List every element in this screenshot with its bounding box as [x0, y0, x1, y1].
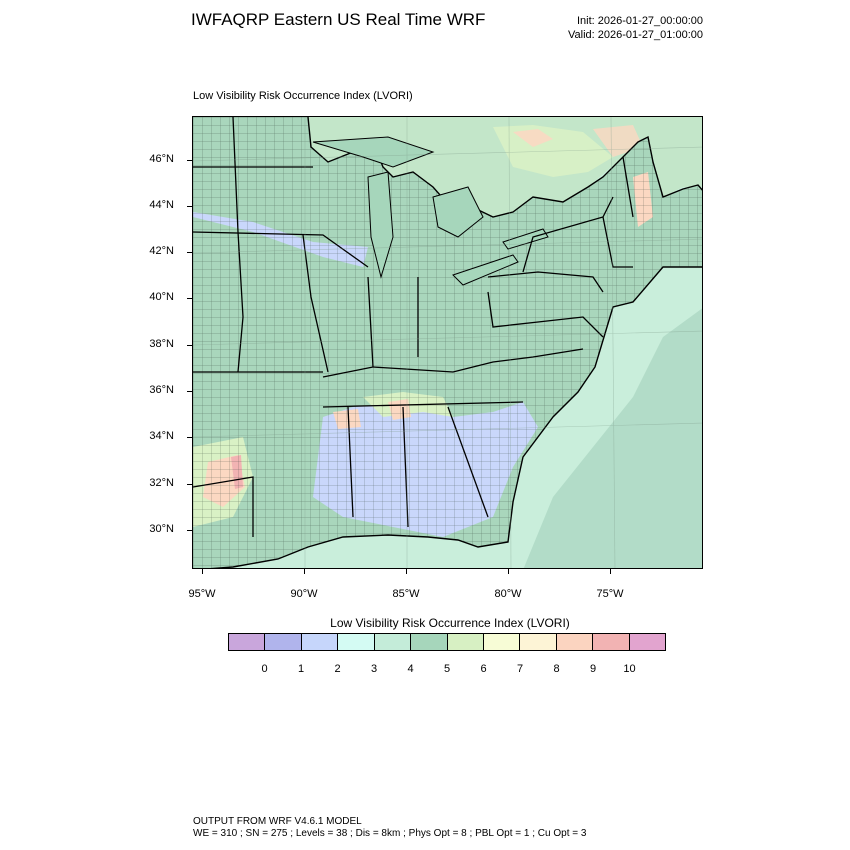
latitude-tick [187, 206, 192, 207]
footer-config-line: WE = 310 ; SN = 275 ; Levels = 38 ; Dis … [193, 828, 587, 839]
colorbar-label: 8 [553, 663, 560, 675]
lake-erie [452, 254, 519, 286]
latitude-tick [187, 391, 192, 392]
latitude-label: 38°N [149, 338, 174, 350]
colorbar-swatch [556, 634, 594, 650]
colorbar-swatch [520, 634, 557, 650]
run-times: Init: 2026-01-27_00:00:00 Valid: 2026-01… [568, 14, 703, 42]
coastline [210, 266, 702, 568]
latitude-label: 30°N [149, 523, 174, 535]
colorbar-label: 2 [334, 663, 341, 675]
latitude-tick [187, 252, 192, 253]
lake-huron [432, 186, 484, 238]
colorbar-swatch [447, 634, 484, 650]
colorbar-label: 6 [480, 663, 487, 675]
latitude-tick [187, 484, 192, 485]
colorbar-swatch [265, 634, 302, 650]
colorbar-swatch [483, 634, 521, 650]
latitude-tick [187, 345, 192, 346]
field-title: Low Visibility Risk Occurrence Index (LV… [193, 90, 413, 102]
lake-ontario [502, 228, 549, 250]
map-canvas [193, 117, 702, 568]
longitude-label: 95°W [188, 588, 216, 600]
colorbar-swatch [229, 634, 266, 650]
colorbar-label: 3 [370, 663, 378, 675]
valid-time: Valid: 2026-01-27_01:00:00 [568, 29, 703, 41]
ontario-high-risk [513, 129, 553, 147]
deep-ocean-shading [523, 308, 702, 568]
latitude-tick [187, 298, 192, 299]
colorbar-swatch [301, 634, 339, 650]
longitude-label: 90°W [290, 588, 318, 600]
latitude-label: 32°N [149, 477, 174, 489]
longitude-label: 75°W [596, 588, 624, 600]
latitude-label: 44°N [149, 199, 174, 211]
latitude-tick [187, 530, 192, 531]
init-time: Init: 2026-01-27_00:00:00 [577, 15, 703, 27]
colorbar-label: 4 [407, 663, 414, 675]
colorbar-swatch [629, 634, 666, 650]
colorbar-swatch [411, 634, 448, 650]
colorbar-label: 5 [443, 663, 451, 675]
colorbar-label: 9 [589, 663, 597, 675]
lake-superior [312, 136, 435, 168]
colorbar-swatch [374, 634, 412, 650]
map-panel [192, 116, 703, 569]
longitude-tick [406, 569, 407, 574]
longitude-label: 80°W [494, 588, 522, 600]
footer-model-line: OUTPUT FROM WRF V4.6.1 MODEL [193, 816, 362, 827]
longitude-tick [202, 569, 203, 574]
colorbar-label: 10 [623, 663, 636, 675]
latitude-label: 46°N [149, 153, 174, 165]
state-boundaries [193, 117, 634, 537]
latitude-tick [187, 160, 192, 161]
lake-michigan [367, 171, 394, 279]
longitude-tick [508, 569, 509, 574]
latitude-tick [187, 437, 192, 438]
colorbar-title: Low Visibility Risk Occurrence Index (LV… [330, 616, 570, 630]
colorbar [228, 633, 666, 651]
plot-title: IWFAQRP Eastern US Real Time WRF [191, 10, 486, 29]
longitude-label: 85°W [392, 588, 420, 600]
model-footer: OUTPUT FROM WRF V4.6.1 MODEL WE = 310 ; … [193, 816, 586, 840]
latitude-label: 40°N [149, 291, 174, 303]
latitude-label: 36°N [149, 384, 174, 396]
longitude-tick [610, 569, 611, 574]
colorbar-label: 1 [297, 663, 305, 675]
colorbar-label: 0 [261, 663, 268, 675]
colorbar-label: 7 [516, 663, 524, 675]
longitude-tick [304, 569, 305, 574]
latitude-label: 42°N [149, 245, 174, 257]
latitude-label: 34°N [149, 430, 174, 442]
graticule [193, 117, 702, 568]
colorbar-swatch [593, 634, 630, 650]
colorbar-swatch [338, 634, 375, 650]
